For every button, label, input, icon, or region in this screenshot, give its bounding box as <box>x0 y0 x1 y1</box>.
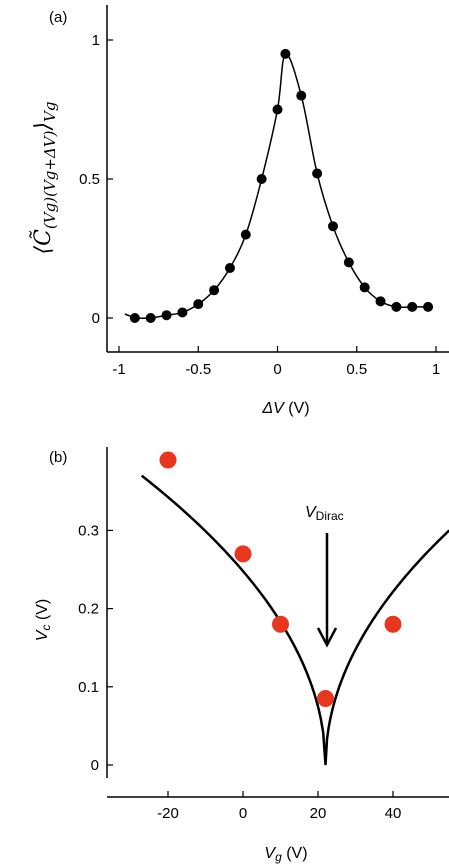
panel-a-data-point <box>391 301 402 312</box>
panel-a-y-tick-label: 0.5 <box>79 171 100 188</box>
panel-a-series-line <box>124 53 429 319</box>
panel-a-y-label: ⟨C̃(Vg)(Vg+ΔV)⟩Vg <box>30 102 59 255</box>
panel-b-label: (b) <box>49 449 67 466</box>
panel-a-data-point <box>145 313 156 323</box>
panel-b-x-tick-label: 20 <box>310 805 327 822</box>
panel-b-data-point <box>272 615 289 633</box>
panel-a-data-point <box>129 313 140 323</box>
dirac-label: VDirac <box>305 504 344 523</box>
panel-b-data-point <box>234 545 252 563</box>
panel-a-x-tick-label: 0 <box>273 361 281 378</box>
panel-a-data-point <box>423 301 434 312</box>
panel-a-data-point <box>272 104 283 115</box>
panel-b-x-label: Vg (V) <box>264 845 307 864</box>
panel-a-data-point <box>209 285 220 296</box>
panel-a-x-tick-label: 0.5 <box>346 361 367 378</box>
panel-b-points <box>159 451 402 708</box>
panel-a-data-point <box>177 307 188 318</box>
panel-b-y-tick-label: 0.2 <box>78 601 99 618</box>
panel-b-fit-line <box>140 474 449 766</box>
panel-b-data-point <box>159 451 177 469</box>
panel-a-data-point <box>343 257 354 268</box>
panel-a-data-point <box>359 282 370 293</box>
panel-b-data-point <box>384 615 402 633</box>
panel-a-y-tick-label: 1 <box>92 32 100 49</box>
panel-b: (b) -20 0 20 40 0 0.1 0.2 0.3 VDirac Vg (V) Vc … <box>34 447 449 864</box>
panel-b-ticks: -20 0 20 40 0 0.1 0.2 0.3 <box>78 522 401 822</box>
panel-a-data-point <box>240 229 251 240</box>
panel-a-data-point <box>280 48 291 59</box>
panel-b-x-tick-label: 40 <box>385 805 402 822</box>
dirac-annotation: VDirac <box>305 504 344 648</box>
panel-a-data-point <box>296 90 307 101</box>
panel-b-y-tick-label: 0 <box>91 757 99 774</box>
panel-b-y-tick-label: 0.1 <box>78 679 99 696</box>
panel-a-y-tick-label: 0 <box>92 310 100 327</box>
panel-a-x-tick-label: 1 <box>432 361 440 378</box>
panel-b-data-point <box>317 690 334 708</box>
panel-a-points <box>129 48 434 323</box>
panel-a-data-point <box>312 168 323 179</box>
panel-a-data-point <box>375 296 386 307</box>
panel-a-data-point <box>327 221 338 232</box>
panel-a-data-point <box>224 262 235 273</box>
panel-a-data-point <box>407 301 418 312</box>
panel-a-axes <box>106 5 449 353</box>
panel-a-label: (a) <box>49 9 67 26</box>
panel-b-y-tick-label: 0.3 <box>78 522 99 539</box>
panel-a: (a) -1 -0.5 0 0.5 1 0 0.5 1 ΔV (V) ⟨C̃(Vg)(Vg+Δ… <box>30 5 449 417</box>
dirac-arrow-head <box>316 627 338 648</box>
panel-a-x-tick-label: -1 <box>112 361 125 378</box>
panel-a-data-point <box>161 310 172 321</box>
panel-b-y-label: Vc (V) <box>34 599 53 641</box>
panel-b-x-tick-label: -20 <box>157 805 179 822</box>
panel-a-data-point <box>256 174 267 184</box>
panel-b-axes <box>106 447 449 798</box>
panel-a-ticks: -1 -0.5 0 0.5 1 0 0.5 1 <box>79 32 440 378</box>
panel-a-data-point <box>193 299 204 310</box>
panel-b-x-tick-label: 0 <box>239 805 247 822</box>
panel-a-x-label: ΔV (V) <box>261 400 309 417</box>
panel-a-x-tick-label: -0.5 <box>185 361 211 378</box>
